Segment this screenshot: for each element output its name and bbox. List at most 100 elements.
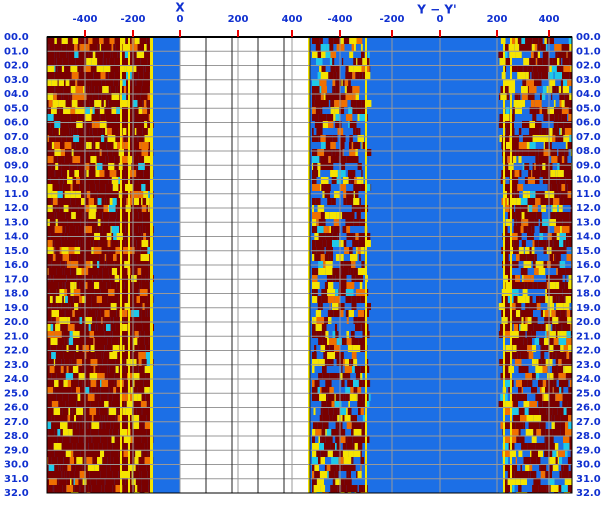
texture <box>545 142 549 149</box>
texture <box>111 324 116 331</box>
texture <box>148 191 150 198</box>
texture <box>54 464 58 471</box>
texture <box>124 310 127 317</box>
texture <box>106 184 113 191</box>
texture <box>536 191 538 198</box>
texture <box>514 44 519 51</box>
texture <box>566 240 569 247</box>
texture <box>535 366 542 373</box>
texture <box>142 471 148 478</box>
texture <box>535 226 540 233</box>
texture <box>551 415 555 422</box>
texture <box>121 58 128 65</box>
texture <box>102 268 108 275</box>
row-label: 13.0 <box>576 217 601 228</box>
texture <box>141 184 145 191</box>
texture <box>525 436 532 443</box>
texture <box>137 240 142 247</box>
texture <box>49 135 56 142</box>
texture <box>87 72 93 79</box>
texture <box>343 226 347 233</box>
texture <box>103 163 109 170</box>
texture <box>507 198 509 205</box>
texture <box>349 310 354 317</box>
texture <box>550 149 557 156</box>
x-tick-label: 0 <box>437 14 444 25</box>
texture <box>92 296 97 303</box>
texture <box>138 100 143 107</box>
texture <box>103 128 105 135</box>
texture <box>554 303 556 310</box>
texture <box>144 44 147 51</box>
texture <box>347 422 352 429</box>
texture <box>331 184 335 191</box>
texture <box>521 429 526 436</box>
texture <box>124 198 126 205</box>
texture <box>515 485 519 492</box>
texture <box>143 177 149 184</box>
texture <box>74 289 81 296</box>
texture <box>89 51 93 58</box>
texture <box>140 128 143 135</box>
texture <box>73 366 79 373</box>
texture <box>346 226 350 233</box>
texture <box>518 485 522 492</box>
texture <box>529 394 530 401</box>
texture <box>104 58 107 65</box>
texture <box>89 380 91 387</box>
texture <box>88 394 95 401</box>
texture <box>359 156 365 163</box>
texture <box>125 401 127 408</box>
texture <box>549 37 554 44</box>
texture <box>347 457 352 464</box>
texture <box>104 100 106 107</box>
texture <box>344 254 350 261</box>
texture <box>68 303 70 310</box>
texture <box>507 191 509 198</box>
texture <box>322 65 326 72</box>
texture <box>369 394 371 401</box>
texture <box>58 282 63 289</box>
texture <box>102 86 109 93</box>
texture <box>47 422 51 429</box>
texture <box>552 408 557 415</box>
texture <box>136 282 139 289</box>
texture <box>358 436 366 443</box>
texture <box>330 142 336 149</box>
texture <box>532 380 538 387</box>
texture <box>549 352 553 359</box>
texture <box>88 338 92 345</box>
texture <box>66 282 70 289</box>
texture <box>559 352 565 359</box>
texture <box>521 65 523 72</box>
texture <box>523 135 530 142</box>
texture <box>343 415 345 422</box>
row-label: 13.0 <box>4 217 29 228</box>
texture <box>88 422 91 429</box>
texture <box>312 408 314 415</box>
texture <box>59 380 64 387</box>
texture <box>100 44 101 51</box>
texture <box>345 415 351 422</box>
texture <box>352 422 356 429</box>
texture <box>63 429 69 436</box>
texture <box>74 296 79 303</box>
texture <box>538 450 543 457</box>
texture <box>91 422 99 429</box>
texture <box>362 142 363 149</box>
texture <box>145 331 151 338</box>
texture <box>328 254 330 261</box>
texture <box>110 282 116 289</box>
texture <box>358 226 365 233</box>
texture <box>342 338 347 345</box>
texture <box>89 212 96 219</box>
texture <box>556 177 560 184</box>
texture <box>341 380 344 387</box>
texture <box>52 163 55 170</box>
row-label: 32.0 <box>576 488 601 499</box>
texture <box>339 450 343 457</box>
texture <box>354 44 356 51</box>
texture <box>97 275 103 282</box>
texture <box>102 485 105 492</box>
texture <box>521 366 529 373</box>
